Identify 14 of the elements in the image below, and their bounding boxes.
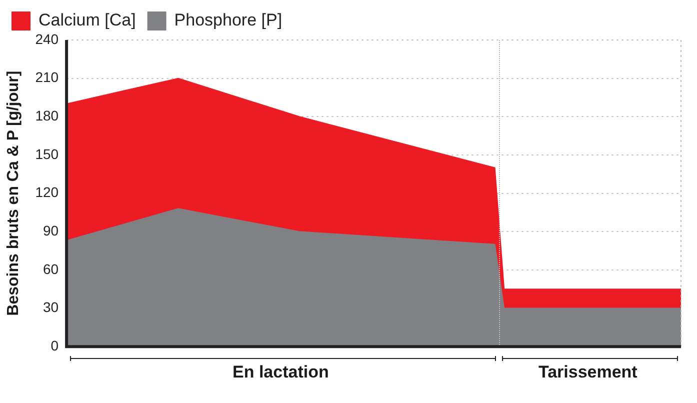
y-tick-label: 150 bbox=[35, 146, 59, 162]
y-tick-label: 30 bbox=[42, 299, 59, 316]
y-tick-label: 180 bbox=[35, 108, 59, 124]
x-tick-label: En lactation bbox=[232, 362, 329, 382]
y-tick-label: 240 bbox=[35, 30, 59, 47]
legend-label: Phosphore [P] bbox=[174, 10, 282, 30]
legend-label: Calcium [Ca] bbox=[38, 10, 136, 30]
y-tick-label: 60 bbox=[42, 260, 59, 277]
y-axis-title: Besoins bruts en Ca & P [g/jour] bbox=[5, 70, 22, 316]
y-tick-label: 90 bbox=[42, 222, 59, 238]
y-tick-label: 210 bbox=[35, 69, 59, 86]
x-tick-label: Tarissement bbox=[538, 362, 638, 382]
y-tick-label: 120 bbox=[35, 184, 59, 200]
y-tick-label: 0 bbox=[50, 337, 59, 354]
